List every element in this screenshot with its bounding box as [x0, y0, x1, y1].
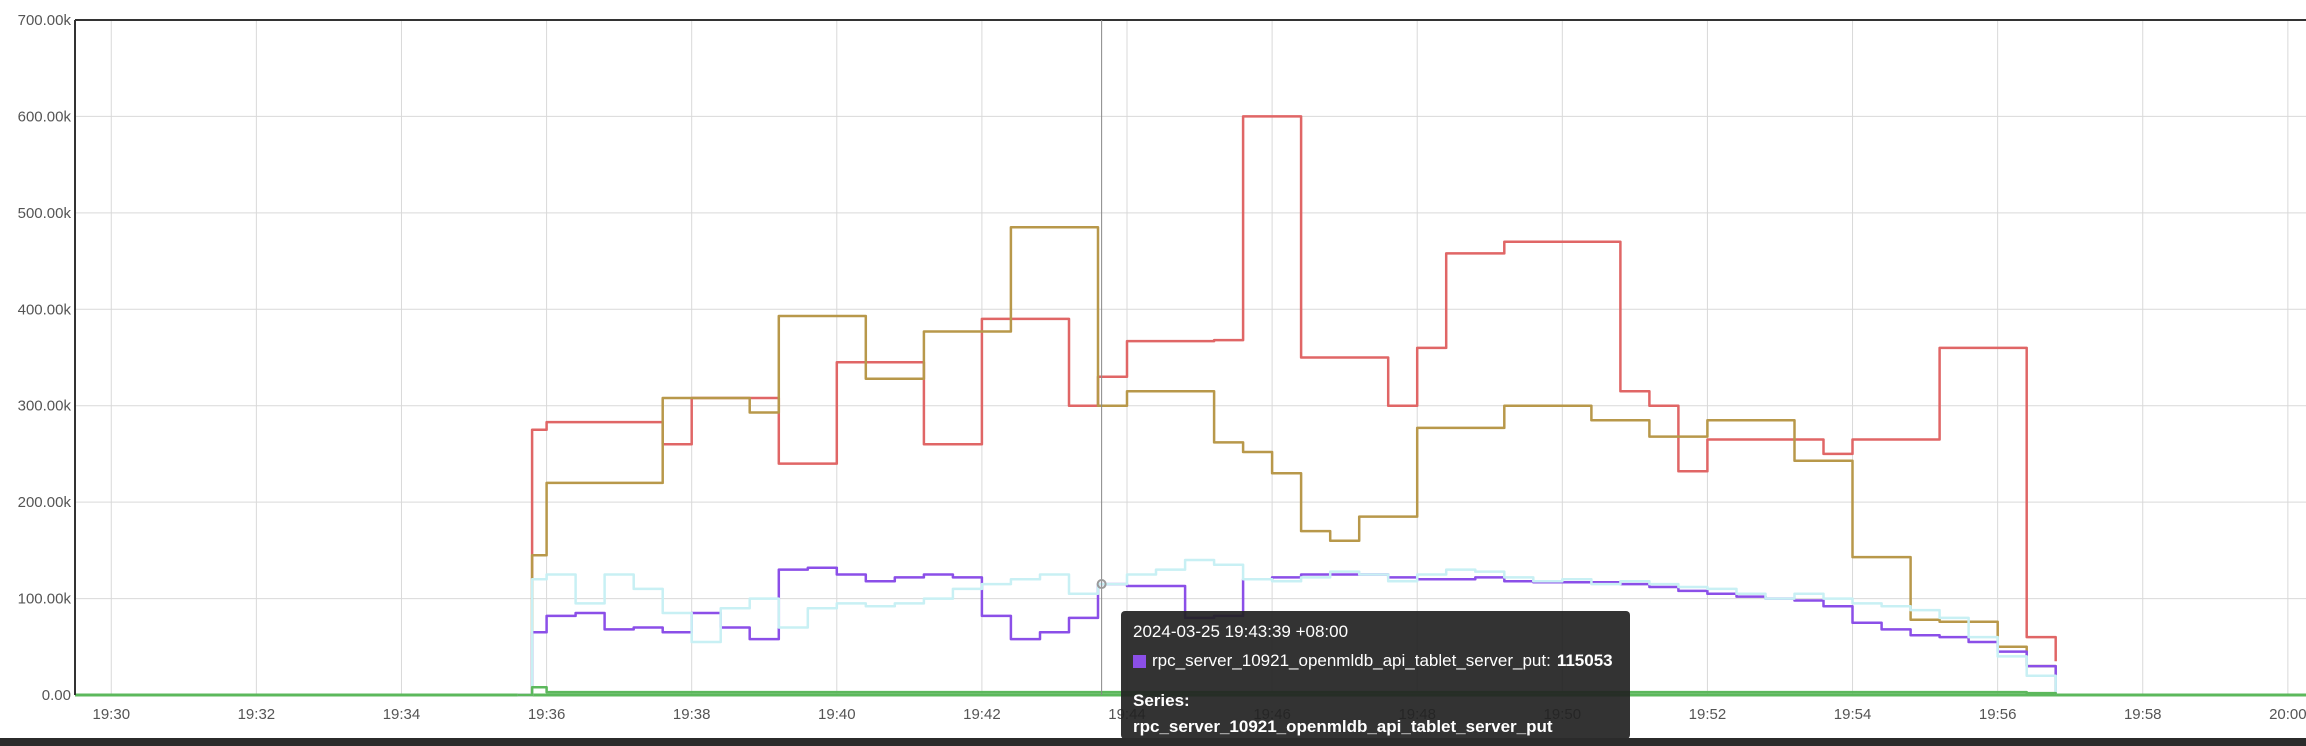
y-tick-label: 0.00	[42, 687, 71, 704]
series-line-4	[517, 558, 2057, 697]
hover-tooltip: 2024-03-25 19:43:39 +08:00 rpc_server_10…	[1121, 611, 1630, 739]
series-line-2	[517, 226, 2057, 697]
tooltip-time: 2024-03-25 19:43:39 +08:00	[1133, 622, 1349, 641]
series-line-1	[517, 115, 2057, 697]
x-tick-label: 19:40	[818, 706, 856, 723]
x-tick-label: 19:38	[673, 706, 711, 723]
x-tick-label: 19:32	[238, 706, 276, 723]
y-tick-label: 200.00k	[18, 494, 72, 511]
hover-point	[1096, 579, 1107, 590]
y-tick-label: 100.00k	[18, 591, 72, 608]
x-tick-label: 19:58	[2124, 706, 2162, 723]
x-tick-label: 19:52	[1689, 706, 1727, 723]
x-tick-label: 19:34	[383, 706, 421, 723]
y-tick-label: 500.00k	[18, 205, 72, 222]
tooltip-series-full-name: rpc_server_10921_openmldb_api_tablet_ser…	[1133, 717, 1553, 736]
y-tick-label: 400.00k	[18, 301, 72, 318]
series-swatch	[1133, 654, 1146, 668]
tooltip-series-heading: Series:	[1133, 691, 1190, 710]
x-tick-label: 19:30	[93, 706, 131, 723]
x-tick-label: 20:00	[2269, 706, 2306, 723]
x-tick-label: 19:36	[528, 706, 566, 723]
y-tick-label: 600.00k	[18, 108, 72, 125]
y-axis: 0.00 100.00k 200.00k 300.00k 400.00k 500.00k 6…	[18, 12, 72, 704]
x-tick-label: 19:42	[963, 706, 1001, 723]
tooltip-value: 115053	[1556, 651, 1613, 670]
series-lines	[517, 115, 2057, 697]
x-tick-label: 19:54	[1834, 706, 1872, 723]
y-tick-label: 700.00k	[18, 12, 72, 29]
bottom-edge-strip	[0, 738, 2306, 746]
tooltip-series-name: rpc_server_10921_openmldb_api_tablet_ser…	[1152, 651, 1551, 670]
tooltip-series-row: rpc_server_10921_openmldb_api_tablet_ser…	[1133, 651, 1618, 671]
grid-lines	[75, 19, 2306, 696]
x-tick-label: 19:56	[1979, 706, 2017, 723]
y-tick-label: 300.00k	[18, 398, 72, 415]
